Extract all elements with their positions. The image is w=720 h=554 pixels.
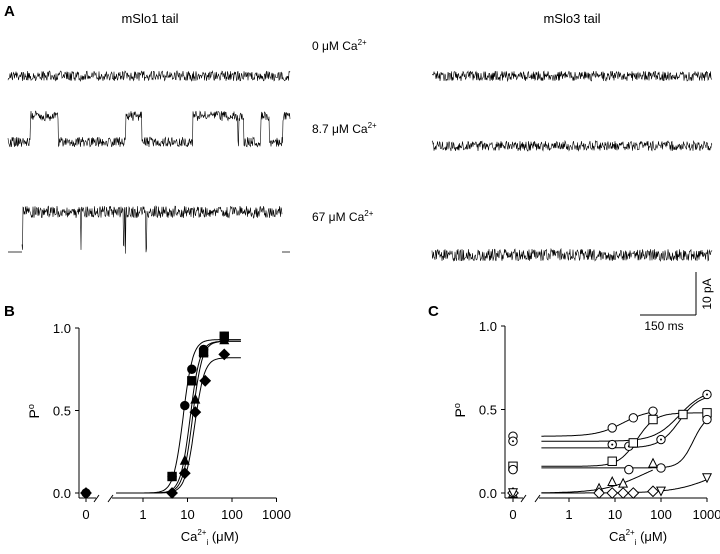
x-tick-label: 0 [509,507,516,522]
data-point-filled-circle [180,400,190,411]
data-point-open-circle [508,464,518,475]
data-point-filled-diamond [218,348,231,361]
data-point-open-inverted-triangle [701,473,713,484]
fit-curve [541,420,707,469]
data-point-filled-diamond [189,406,202,419]
data-point-open-square [648,414,658,425]
data-point-filled-diamond [80,487,92,499]
trace-mslo3-0ca [431,70,713,83]
y-tick-label: 0.0 [53,486,71,501]
fit-curve [116,339,241,494]
data-point-open-inverted-triangle [507,488,519,499]
data-point-open-circle [702,414,712,425]
fit-curve [541,397,707,449]
plot-c: 0.0 0.5 1.0 0 1 10 100 1000 Ca2+i (μM) Po [452,319,720,547]
x-axis-label: Ca2+i (μM) [609,528,667,547]
scale-current: 10 pA [700,278,714,309]
data-point-filled-square [187,376,197,386]
data-point-open-triangle [647,457,659,468]
trace-mslo1-0ca [7,70,291,82]
x-tick-label: 100 [221,507,243,522]
panel-label-c: C [428,303,439,320]
axis-break [93,494,114,503]
data-point-open-circle [607,423,617,433]
x-tick-label: 1000 [693,507,720,522]
trace-mslo1-67ca [21,205,283,254]
panel-label-b: B [4,303,15,320]
fit-curve [116,357,241,494]
data-point-filled-diamond [166,487,178,499]
scale-bar: 10 pA 150 ms [640,272,714,333]
y-tick-label: 0.5 [479,403,497,418]
axis-break [520,494,541,503]
point-dot [660,438,662,441]
data-point-open-diamond [593,487,605,499]
data-point-filled-circle [187,364,197,374]
data-point-filled-triangle [190,393,201,404]
fit-curve [116,340,241,494]
data-point-open-inverted-triangle [655,486,667,497]
data-point-filled-square [167,471,177,482]
y-tick-label: 1.0 [53,321,71,336]
data-point-open-diamond [606,487,619,499]
x-tick-label: 0 [82,507,89,522]
mslo1-title: mSlo1 tail [121,11,178,26]
x-tick-label: 10 [180,507,194,522]
plot-b: 0.0 0.5 1.0 0 1 10 100 1000 Ca2+i (μM) Po [26,321,291,547]
data-point-filled-triangle [198,345,209,356]
point-dot [512,440,514,443]
y-axis-label: Po [452,403,468,417]
y-tick-label: 0.5 [53,404,71,419]
condition-label: 8.7 μM Ca2+ [312,121,377,136]
data-point-open-triangle [607,475,618,487]
condition-label: 67 μM Ca2+ [312,209,374,224]
data-point-open-square [607,456,617,466]
data-point-open-diamond [617,487,630,499]
data-point-filled-diamond [199,374,212,387]
x-tick-label: 100 [650,507,672,522]
y-tick-label: 0.0 [479,486,497,501]
trace-mslo3-67ca [431,247,713,262]
panel-label-a: A [4,3,15,20]
data-point-open-triangle [618,477,629,488]
y-axis-label: Po [26,404,42,418]
point-dot [706,393,708,396]
data-point-open-circle [648,406,658,416]
trace-mslo1-8.7ca [7,110,291,148]
data-point-open-circle [656,463,666,473]
data-point-open-diamond [647,485,659,498]
x-tick-label: 1 [139,507,146,522]
data-point-open-square [628,438,639,448]
data-point-open-diamond [627,487,640,499]
point-dot [611,443,614,446]
mslo3-title: mSlo3 tail [543,11,600,26]
data-point-filled-triangle [219,334,230,345]
fit-curve [116,340,241,494]
y-tick-label: 1.0 [479,319,497,334]
x-tick-label: 10 [608,507,622,522]
trace-mslo3-8.7ca [431,139,713,152]
data-point-open-circle [628,413,639,423]
x-tick-label: 1 [565,507,572,522]
single-channel-traces [7,70,713,262]
data-point-filled-diamond [178,467,191,480]
condition-label: 0 μM Ca2+ [312,38,367,53]
fit-curve [541,412,707,467]
data-point-filled-triangle [179,454,190,465]
x-axis-label: Ca2+i (μM) [181,528,239,547]
data-point-open-circle [624,464,634,475]
scale-time: 150 ms [644,319,683,333]
data-point-open-square [678,409,688,420]
x-tick-label: 1000 [262,507,291,522]
